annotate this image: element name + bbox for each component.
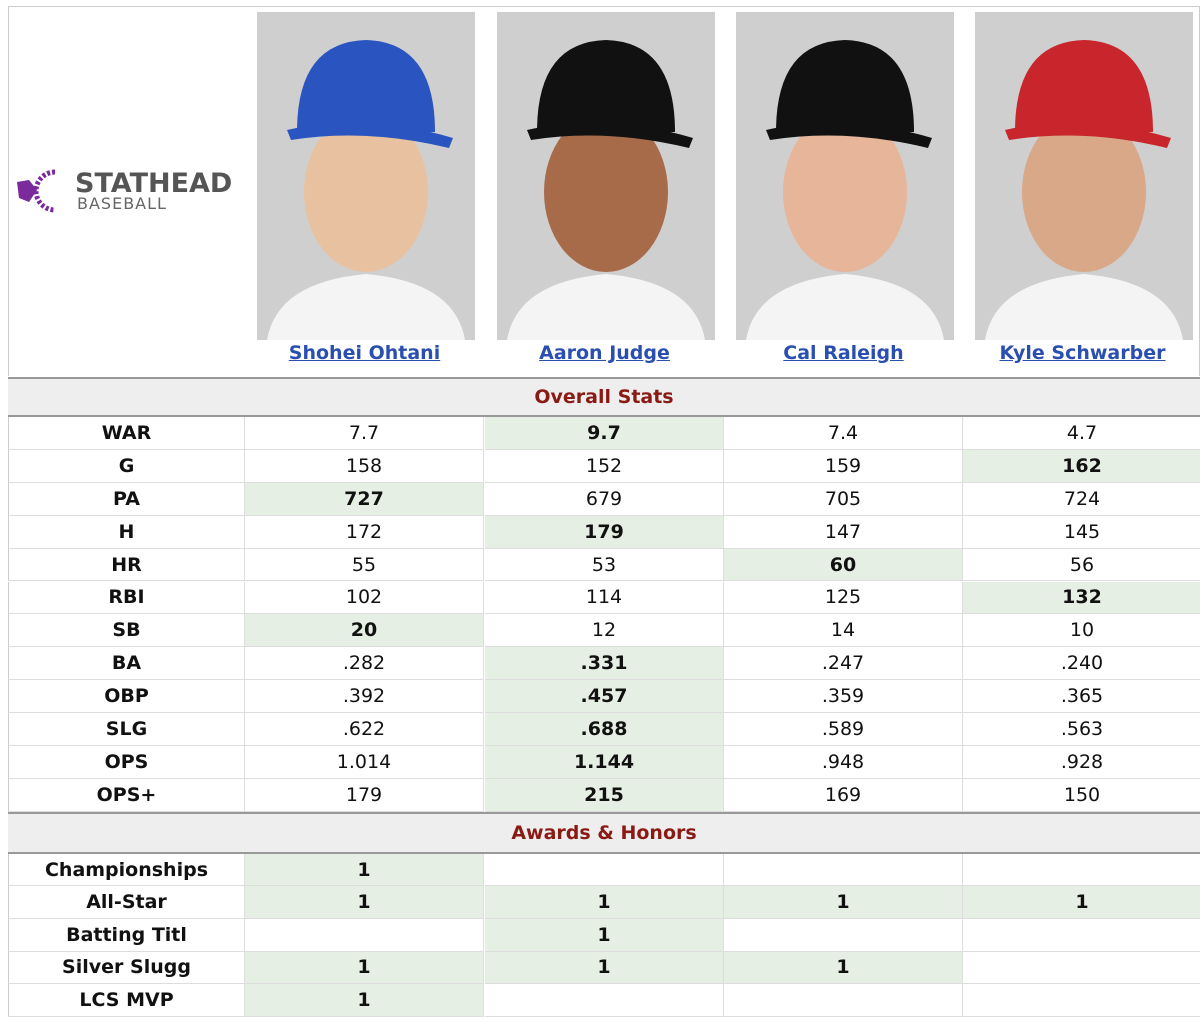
section-header: Overall Stats (8, 377, 1200, 417)
stat-cell (963, 854, 1200, 887)
stat-cell: 159 (724, 449, 963, 483)
row-label: OBP (8, 680, 245, 714)
stat-cell (963, 952, 1200, 985)
player-photo (497, 12, 715, 340)
player-name: Aaron Judge (539, 342, 670, 364)
stat-cell (963, 919, 1200, 952)
stat-cell: 215 (485, 778, 724, 812)
stat-cell: .331 (485, 647, 724, 681)
stat-cell: 1 (485, 951, 724, 985)
stat-cell: 152 (485, 449, 724, 483)
stat-cell: .563 (963, 713, 1200, 746)
logo-subtitle: BASEBALL (77, 194, 167, 213)
player-name: Kyle Schwarber (999, 342, 1166, 364)
row-label: Batting Titl (8, 919, 245, 952)
stat-cell: 12 (485, 614, 724, 648)
stat-cell: 1 (245, 984, 484, 1017)
player-name: Shohei Ohtani (288, 342, 441, 364)
stat-cell: 4.7 (963, 417, 1200, 450)
row-label: LCS MVP (8, 984, 245, 1017)
stat-cell: 1 (245, 853, 484, 887)
stat-cell: .359 (724, 680, 963, 714)
stat-cell: .928 (963, 746, 1200, 779)
stat-cell: 1 (245, 886, 484, 919)
stat-cell: 158 (245, 449, 484, 483)
row-label: PA (8, 482, 245, 516)
stat-cell: .457 (485, 680, 724, 714)
stat-cell: 56 (963, 549, 1200, 582)
row-label: OPS+ (8, 778, 245, 812)
stat-cell: 1 (724, 951, 963, 985)
stat-cell: 705 (724, 482, 963, 516)
section-header: Awards & Honors (8, 811, 1200, 854)
stat-cell (485, 984, 724, 1017)
row-label: OPS (8, 746, 245, 779)
row-label: Championships (8, 853, 245, 887)
stat-cell: .247 (724, 647, 963, 681)
stat-cell: 1.014 (245, 746, 484, 779)
stat-cell: 1 (485, 919, 724, 952)
logo-title: STATHEAD (75, 168, 232, 199)
row-label: G (8, 449, 245, 483)
stat-cell (245, 919, 484, 952)
row-label: Silver Slugg (8, 951, 245, 985)
stat-cell: 114 (485, 581, 724, 615)
stat-cell: 14 (724, 614, 963, 648)
stat-cell: 172 (245, 515, 484, 549)
stat-cell: .948 (724, 746, 963, 779)
stat-cell: .622 (245, 713, 484, 746)
stat-cell: 102 (245, 581, 484, 615)
stat-cell: 679 (485, 482, 724, 516)
stat-cell (485, 853, 724, 887)
stat-cell: 1.144 (485, 746, 724, 779)
stat-cell: 7.4 (724, 417, 963, 450)
stat-cell: 162 (963, 449, 1200, 483)
stat-cell: 20 (245, 614, 484, 648)
stat-cell: .282 (245, 647, 484, 681)
row-label: All-Star (8, 886, 245, 919)
stat-cell: 179 (245, 778, 484, 812)
stat-cell: 132 (963, 581, 1200, 615)
stat-cell: 1 (963, 886, 1200, 919)
player-photo (257, 12, 475, 340)
stat-cell: 179 (485, 515, 724, 549)
logo: STATHEAD BASEBALL (17, 168, 232, 213)
stat-cell: .589 (724, 713, 963, 746)
stat-cell: 150 (963, 779, 1200, 812)
stat-cell (963, 984, 1200, 1017)
stat-cell: 9.7 (485, 417, 724, 450)
stat-cell: .688 (485, 713, 724, 746)
stat-cell: .392 (245, 680, 484, 714)
stat-cell: 724 (963, 483, 1200, 516)
stat-cell (724, 984, 963, 1017)
row-label: H (8, 515, 245, 549)
stat-cell: 7.7 (245, 417, 484, 450)
stat-cell: 60 (724, 548, 963, 582)
stat-cell: 169 (724, 778, 963, 812)
row-label: SB (8, 614, 245, 648)
player-photo (975, 12, 1193, 340)
stat-cell: .240 (963, 647, 1200, 681)
stat-cell: .365 (963, 680, 1200, 714)
stat-cell (724, 853, 963, 887)
stat-cell: 125 (724, 581, 963, 615)
player-name: Cal Raleigh (783, 342, 904, 364)
row-label: HR (8, 548, 245, 582)
row-label: WAR (8, 417, 245, 450)
stat-cell: 1 (245, 951, 484, 985)
stat-cell: 147 (724, 515, 963, 549)
stat-cell: 55 (245, 548, 484, 582)
stat-cell: 1 (485, 886, 724, 919)
stat-cell: 145 (963, 516, 1200, 549)
stat-cell: 727 (245, 482, 484, 516)
stat-cell: 53 (485, 548, 724, 582)
player-photo (736, 12, 954, 340)
stat-cell (724, 919, 963, 952)
row-label: SLG (8, 713, 245, 746)
row-label: RBI (8, 581, 245, 615)
stat-cell: 1 (724, 886, 963, 919)
stat-cell: 10 (963, 614, 1200, 648)
row-label: BA (8, 647, 245, 681)
